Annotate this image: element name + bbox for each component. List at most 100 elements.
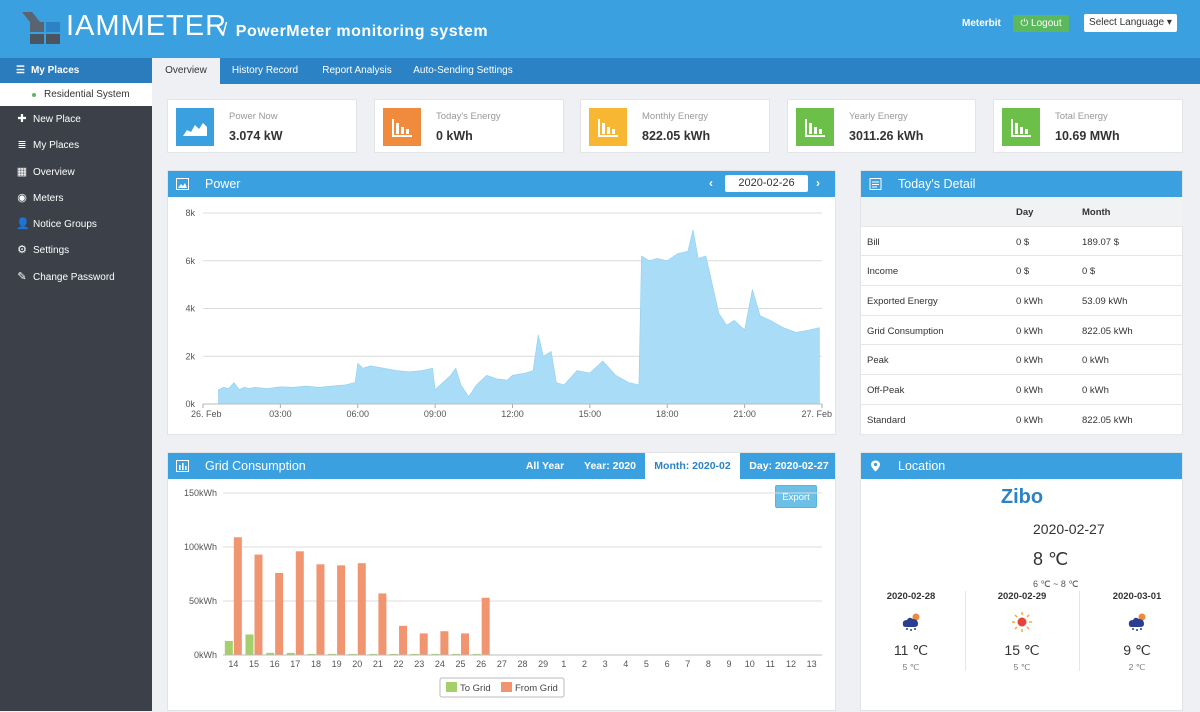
x-tick-label: 21 [373, 659, 383, 669]
x-tick-label: 16 [270, 659, 280, 669]
tab-month[interactable]: Month: 2020-02 [645, 453, 740, 479]
x-tick-label: 28 [517, 659, 527, 669]
forecast-high: 15 ℃ [1004, 642, 1040, 658]
bar-chart-icon [383, 108, 421, 146]
stat-card-total-energy: Total Energy 10.69 MWh [993, 99, 1183, 153]
tab-all-year[interactable]: All Year [525, 460, 565, 472]
y-tick-label: 150kWh [184, 488, 217, 498]
table-row: Grid Consumption 0 kWh 822.05 kWh [861, 316, 1183, 346]
x-tick-label: 25 [456, 659, 466, 669]
tab-report-analysis[interactable]: Report Analysis [322, 65, 392, 76]
x-tick-label: 1 [561, 659, 566, 669]
month-value: 0 kWh [1082, 355, 1109, 367]
power-date-input[interactable]: 2020-02-26 [725, 175, 808, 192]
document-icon [869, 178, 882, 190]
sidebar-item-notice-groups[interactable]: 👤 Notice Groups [0, 211, 152, 237]
x-tick-label: 27 [497, 659, 507, 669]
bar-to-grid [431, 653, 440, 655]
y-tick-label: 6k [185, 256, 195, 266]
x-tick-label: 4 [623, 659, 628, 669]
tab-day[interactable]: Day: 2020-02-27 [749, 460, 829, 472]
forecast-high: 9 ℃ [1123, 642, 1151, 658]
user-name[interactable]: Meterbit [962, 18, 1001, 29]
sidebar: ☰ My Places Residential System ✚ New Place… [0, 58, 152, 711]
x-tick-label: 03:00 [269, 409, 292, 419]
y-tick-label: 2k [185, 351, 195, 361]
sidebar-item-residential-system[interactable]: Residential System [0, 83, 152, 106]
x-tick-label: 26. Feb [191, 409, 222, 419]
legend-swatch-to-grid [446, 682, 457, 692]
sidebar-item-label: Notice Groups [33, 219, 97, 231]
y-tick-label: 8k [185, 208, 195, 218]
x-tick-label: 27. Feb [801, 409, 832, 419]
day-value: 0 kWh [1016, 385, 1043, 397]
sidebar-my-places-label: My Places [30, 65, 80, 76]
x-tick-label: 12:00 [501, 409, 524, 419]
table-row: Bill 0 $ 189.07 $ [861, 227, 1183, 257]
x-tick-label: 12 [786, 659, 796, 669]
y-tick-label: 50kWh [189, 596, 217, 606]
bar-from-grid [461, 633, 470, 655]
forecast-low: 5 ℃ [1013, 662, 1031, 672]
x-tick-label: 24 [435, 659, 445, 669]
image-icon [176, 178, 189, 190]
x-tick-label: 7 [685, 659, 690, 669]
bar-from-grid [295, 551, 304, 655]
x-tick-label: 06:00 [346, 409, 369, 419]
row-label: Income [867, 266, 899, 278]
forecast-date: 2020-02-29 [997, 591, 1047, 602]
map-marker-icon [871, 460, 880, 472]
sidebar-item-change-password[interactable]: ✎ Change Password [0, 264, 152, 290]
sidebar-item-overview[interactable]: ▦ Overview [0, 159, 152, 185]
forecast-date: 2020-02-28 [886, 591, 936, 602]
row-label: Grid Consumption [867, 325, 944, 337]
table-row: Off-Peak 0 kWh 0 kWh [861, 375, 1183, 405]
tab-history-record[interactable]: History Record [231, 65, 299, 76]
x-tick-label: 11 [766, 659, 775, 669]
x-tick-label: 10 [745, 659, 755, 669]
tab-year[interactable]: Year: 2020 [584, 460, 636, 472]
x-tick-label: 09:00 [424, 409, 447, 419]
card-value: 3011.26 kWh [849, 129, 924, 143]
language-select[interactable]: Select Language ▾ [1084, 14, 1177, 32]
y-tick-label: 0kWh [194, 650, 217, 660]
cloudy-rain-icon [1128, 613, 1146, 631]
server-icon: ≣ [17, 139, 27, 152]
chevron-left-icon[interactable]: ‹ [709, 176, 713, 190]
logout-label: Logout [1031, 18, 1062, 29]
forecast-high: 11 ℃ [893, 642, 929, 658]
bar-from-grid [399, 625, 408, 655]
tab-bar: Overview History Record Report Analysis … [152, 58, 1200, 84]
sidebar-item-settings[interactable]: ⚙ Settings [0, 237, 152, 263]
power-panel-header: Power ‹ 2020-02-26 › [168, 171, 835, 197]
card-value: 3.074 kW [229, 129, 283, 143]
sidebar-item-label: My Places [33, 140, 80, 152]
x-tick-label: 6 [665, 659, 670, 669]
cloudy-rain-icon [902, 613, 920, 631]
column-header-month: Month [1082, 207, 1111, 218]
export-button[interactable]: Export [775, 485, 817, 508]
day-value: 0 $ [1016, 236, 1030, 248]
sidebar-item-label: Settings [33, 245, 70, 257]
sidebar-item-new-place[interactable]: ✚ New Place [0, 106, 152, 132]
sidebar-item-meters[interactable]: ◉ Meters [0, 185, 152, 211]
month-value: 0 $ [1082, 266, 1096, 278]
bar-from-grid [337, 565, 346, 655]
forecast-divider [1079, 591, 1080, 671]
sidebar-item-my-places[interactable]: ≣ My Places [0, 132, 152, 158]
chevron-right-icon[interactable]: › [816, 176, 820, 190]
x-tick-label: 21:00 [733, 409, 756, 419]
x-tick-label: 2 [582, 659, 587, 669]
iammeter-logo-icon [22, 12, 60, 44]
tab-overview[interactable]: Overview [152, 58, 220, 84]
x-tick-label: 18:00 [656, 409, 679, 419]
bar-to-grid [348, 653, 357, 655]
logout-button[interactable]: ⏻ Logout [1013, 15, 1069, 32]
tab-auto-sending-settings[interactable]: Auto-Sending Settings [413, 65, 513, 76]
sidebar-item-my-places-header[interactable]: ☰ My Places [0, 58, 152, 83]
card-label: Power Now [229, 111, 278, 122]
residential-label: Residential System [44, 89, 130, 100]
edit-icon: ✎ [17, 270, 27, 283]
table-header-row: Day Month [861, 197, 1183, 227]
x-tick-label: 8 [706, 659, 711, 669]
